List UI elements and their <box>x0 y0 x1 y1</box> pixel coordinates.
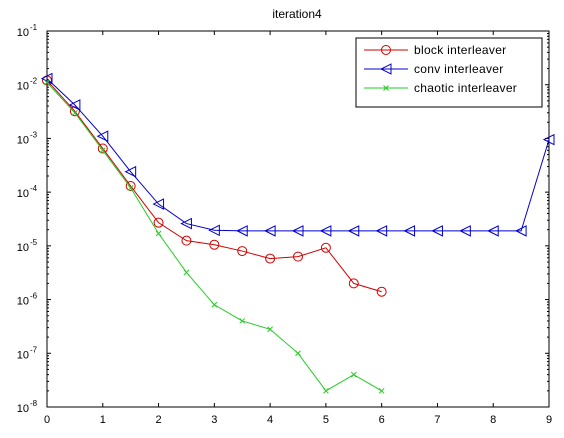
data-point <box>350 371 357 378</box>
x-tick-label: 3 <box>211 414 217 426</box>
y-tick-exponent: -1 <box>30 23 38 32</box>
x-tick-label: 4 <box>267 414 273 426</box>
legend-label: block interleaver <box>414 43 506 57</box>
data-point <box>183 269 190 276</box>
series-block-interleaver <box>42 75 387 297</box>
data-point <box>431 225 443 237</box>
legend-marker <box>381 45 391 55</box>
legend-label: chaotic interleaver <box>414 81 517 95</box>
chart-title: iteration4 <box>272 7 322 21</box>
y-tick-label: 10 <box>17 27 29 39</box>
y-tick-exponent: -7 <box>30 345 38 354</box>
data-point <box>69 106 80 117</box>
data-point <box>181 235 192 246</box>
y-tick-label: 10 <box>17 296 29 308</box>
data-point <box>40 72 53 85</box>
series-line <box>46 78 550 232</box>
data-point <box>267 326 273 333</box>
data-point <box>348 278 359 289</box>
series-chaotic-interleaver <box>44 79 385 394</box>
y-tick-label: 10 <box>17 349 29 361</box>
data-point <box>155 230 162 237</box>
data-point <box>265 253 276 264</box>
data-point <box>487 225 499 237</box>
data-point <box>376 286 387 297</box>
y-tick-exponent: -2 <box>30 77 38 86</box>
y-tick-exponent: -3 <box>30 130 38 139</box>
y-tick-exponent: -8 <box>30 399 38 408</box>
data-point <box>347 225 360 237</box>
series-line <box>46 80 382 293</box>
data-point <box>293 251 303 262</box>
plot-area <box>46 30 550 408</box>
y-tick-label: 10 <box>17 134 29 146</box>
data-point <box>99 147 106 154</box>
legend-entry: block interleaver <box>364 43 506 57</box>
y-tick-exponent: -5 <box>30 238 38 247</box>
y-tick-exponent: -6 <box>30 292 38 301</box>
data-point <box>68 99 81 111</box>
data-point <box>236 225 248 237</box>
data-point <box>153 217 164 228</box>
data-point <box>542 133 555 146</box>
data-point <box>237 246 248 257</box>
legend: block interleaver conv interleaver chaotic… <box>355 37 543 108</box>
data-point <box>211 301 218 308</box>
x-tick-label: 8 <box>490 414 496 426</box>
y-tick-label: 10 <box>17 403 29 415</box>
data-point <box>320 242 331 253</box>
x-tick-label: 6 <box>379 414 385 426</box>
x-tick-label: 0 <box>44 414 50 426</box>
data-point <box>209 239 220 250</box>
data-point <box>152 198 165 210</box>
data-point <box>180 217 192 230</box>
y-tick-exponent: -4 <box>30 184 38 193</box>
data-point <box>239 318 246 324</box>
data-point <box>208 224 220 237</box>
data-point <box>72 109 78 116</box>
legend-entry: conv interleaver <box>364 62 504 76</box>
plot-frame <box>46 30 550 408</box>
data-point <box>295 350 301 357</box>
data-point <box>124 165 137 178</box>
y-tick-label: 10 <box>17 81 29 93</box>
legend-label: conv interleaver <box>414 62 504 76</box>
legend-marker <box>383 85 389 91</box>
data-point <box>375 225 388 237</box>
y-tick-label: 10 <box>17 188 29 200</box>
x-tick-label: 1 <box>100 414 106 426</box>
data-point <box>459 225 471 237</box>
data-point <box>319 225 332 237</box>
legend-marker <box>379 63 392 75</box>
x-tick-label: 5 <box>323 414 329 426</box>
data-point <box>127 185 134 191</box>
series-conv-interleaver <box>40 72 555 237</box>
x-tick-label: 9 <box>546 414 552 426</box>
data-point <box>125 181 136 192</box>
data-point <box>323 387 329 394</box>
data-point <box>96 130 109 143</box>
data-point <box>403 225 416 237</box>
data-point <box>514 225 527 237</box>
x-axis: 0 1 2 3 4 5 6 7 8 9 <box>44 31 552 426</box>
y-tick-label: 10 <box>17 242 29 254</box>
data-point <box>263 225 276 237</box>
x-tick-label: 2 <box>155 414 161 426</box>
data-point <box>378 387 385 394</box>
data-point <box>291 225 304 237</box>
data-point <box>97 143 108 154</box>
x-tick-label: 7 <box>434 414 440 426</box>
data-point <box>44 79 50 86</box>
series-layer <box>40 72 555 394</box>
legend-entry: chaotic interleaver <box>364 81 517 95</box>
